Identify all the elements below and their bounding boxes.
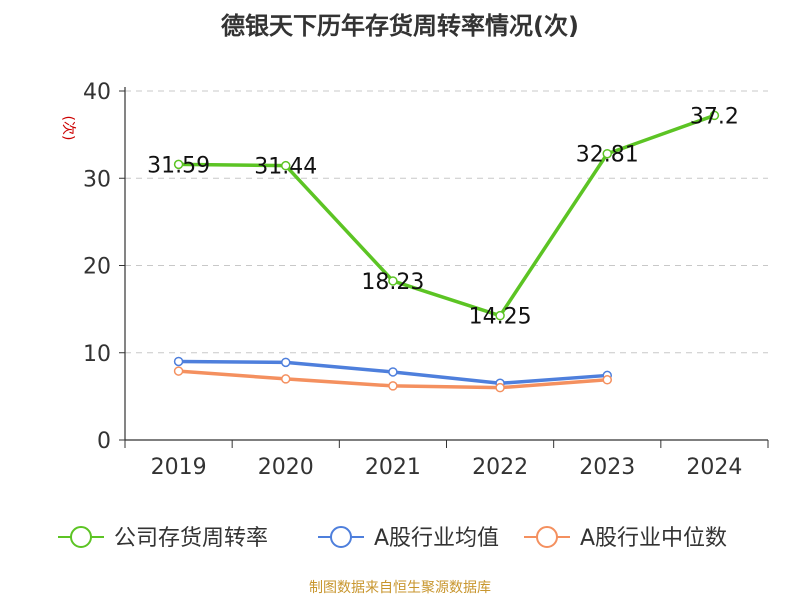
legend-label: A股行业中位数 (580, 526, 727, 551)
data-label: 37.2 (690, 104, 739, 129)
data-point (388, 381, 398, 391)
y-tick-label: 30 (83, 167, 111, 192)
y-axis-label: (次) (60, 116, 76, 141)
x-tick-label: 2024 (686, 455, 742, 480)
data-point (388, 367, 398, 377)
legend-label: 公司存货周转率 (114, 526, 268, 551)
legend-marker (536, 526, 558, 548)
y-tick-label: 0 (97, 429, 111, 454)
data-point (709, 110, 720, 121)
x-tick-label: 2020 (258, 455, 314, 480)
series-layer (173, 110, 720, 393)
data-point (173, 366, 184, 376)
data-point (173, 356, 184, 367)
legend-label: A股行业均值 (374, 526, 499, 551)
data-point (495, 382, 505, 393)
x-tick-label: 2021 (365, 455, 421, 480)
axes: 0 10 20 30 40 2019 2020 2021 2022 2023 2024 (83, 80, 769, 480)
chart-title: 德银天下历年存货周转率情况(次) (221, 12, 579, 40)
source-note: 制图数据来自恒生聚源数据库 (309, 580, 491, 596)
data-point (602, 375, 612, 385)
x-tick-label: 2019 (151, 455, 207, 480)
data-point (602, 148, 612, 159)
data-label: 14.25 (469, 305, 532, 330)
gridlines (125, 90, 768, 354)
x-tick-label: 2022 (472, 455, 528, 480)
series-line-0 (178, 113, 716, 318)
data-label: 31.59 (147, 153, 210, 178)
data-point (388, 276, 398, 286)
y-tick-label: 10 (83, 342, 111, 367)
data-labels: 31.59 31.44 18.23 14.25 32.81 37.2 (147, 104, 739, 329)
data-label: 32.81 (576, 143, 639, 168)
data-label: 31.44 (254, 155, 317, 180)
data-point (495, 310, 505, 321)
x-tick-label: 2023 (579, 455, 635, 480)
y-tick-label: 20 (83, 255, 111, 280)
legend-marker (70, 526, 92, 548)
data-point (281, 160, 291, 171)
legend: 公司存货周转率 A股行业均值 A股行业中位数 (58, 526, 727, 551)
data-point (281, 357, 291, 368)
data-point (281, 374, 291, 384)
legend-marker (330, 526, 352, 548)
data-point (173, 159, 184, 170)
data-label: 18.23 (361, 270, 424, 295)
y-tick-label: 40 (83, 80, 111, 105)
